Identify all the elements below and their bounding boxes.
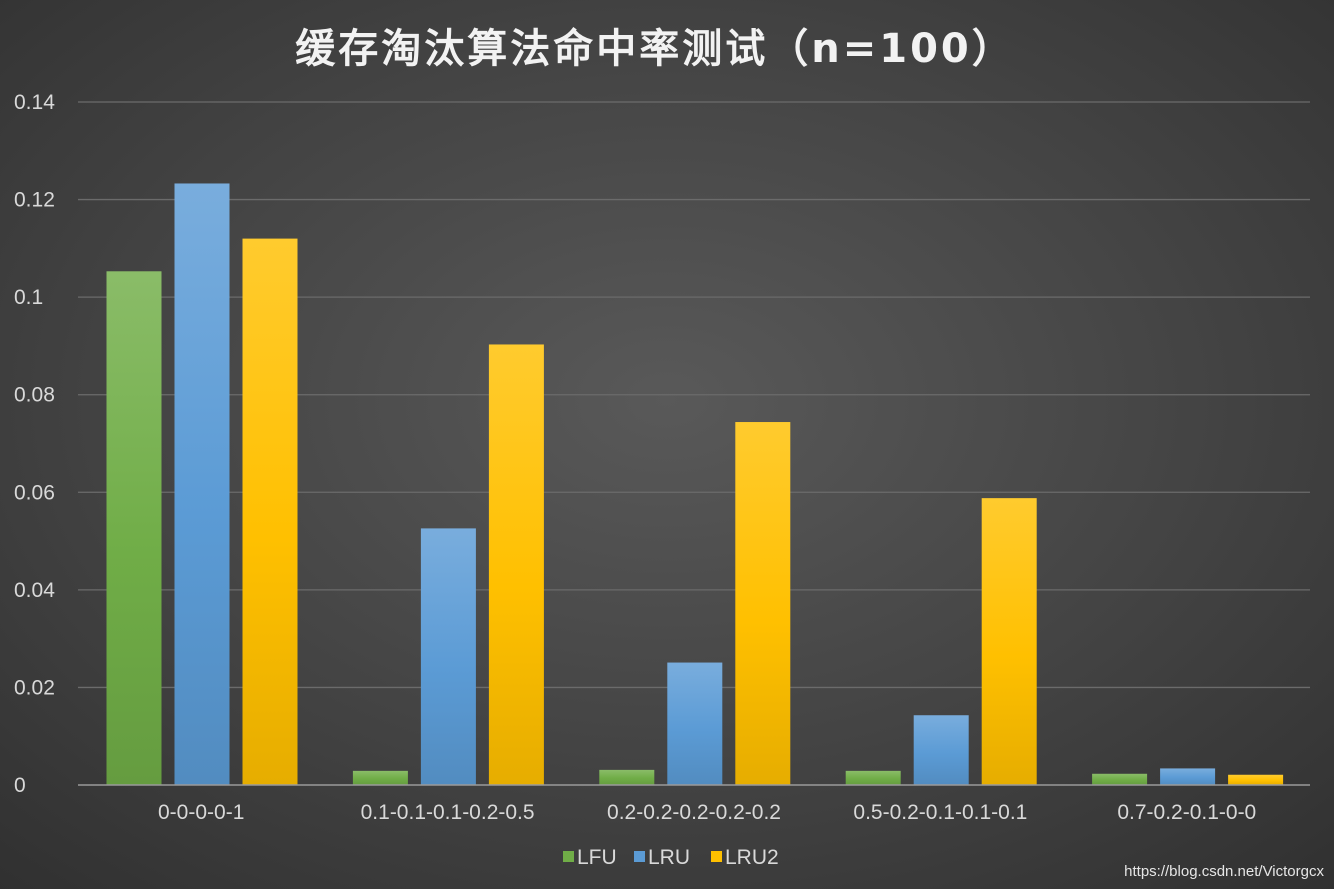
bar-lru2	[735, 422, 791, 785]
legend: LFU LRU LRU2	[563, 846, 779, 869]
legend-swatch-lru2	[711, 851, 722, 862]
x-tick-label: 0.5-0.2-0.1-0.1-0.1	[853, 801, 1027, 824]
x-axis-ticks: 0-0-0-0-1 0.1-0.1-0.1-0.2-0.5 0.2-0.2-0.2-…	[158, 801, 1256, 824]
bar-lfu	[845, 770, 901, 785]
bar-lru	[1160, 768, 1216, 785]
legend-swatch-lru	[634, 851, 645, 862]
y-tick-label: 0	[14, 774, 26, 797]
y-tick-label: 0.1	[14, 286, 43, 309]
bar-lru	[667, 662, 723, 785]
bar-lru2	[981, 498, 1037, 785]
x-tick-label: 0.2-0.2-0.2-0.2-0.2	[607, 801, 781, 824]
legend-label: LFU	[577, 846, 617, 869]
bar-lru2	[488, 344, 544, 785]
y-tick-label: 0.14	[14, 91, 55, 114]
bar-lru	[174, 183, 230, 785]
legend-swatch-lfu	[563, 851, 574, 862]
y-tick-label: 0.06	[14, 481, 55, 504]
bar-lru	[913, 715, 969, 785]
bar-lru2	[1228, 774, 1284, 785]
bar-lfu	[352, 770, 408, 785]
bar-lru2	[242, 238, 298, 786]
x-tick-label: 0.7-0.2-0.1-0-0	[1117, 801, 1256, 824]
y-tick-label: 0.04	[14, 579, 55, 602]
y-tick-label: 0.12	[14, 189, 55, 212]
chart-title: 缓存淘汰算法命中率测试（n=100）	[295, 26, 1015, 72]
y-axis-ticks: 0 0.02 0.04 0.06 0.08 0.1 0.12 0.14	[14, 91, 55, 797]
bars	[106, 183, 1284, 786]
y-tick-label: 0.02	[14, 676, 55, 699]
bar-lru	[420, 528, 476, 785]
bar-lfu	[599, 769, 655, 785]
legend-label: LRU2	[725, 846, 779, 869]
y-tick-label: 0.08	[14, 384, 55, 407]
watermark-text: https://blog.csdn.net/Victorgcx	[1124, 863, 1324, 880]
bar-lfu	[1092, 773, 1148, 785]
bar-lfu	[106, 271, 162, 785]
legend-label: LRU	[648, 846, 690, 869]
x-tick-label: 0.1-0.1-0.1-0.2-0.5	[361, 801, 535, 824]
x-tick-label: 0-0-0-0-1	[158, 801, 244, 824]
